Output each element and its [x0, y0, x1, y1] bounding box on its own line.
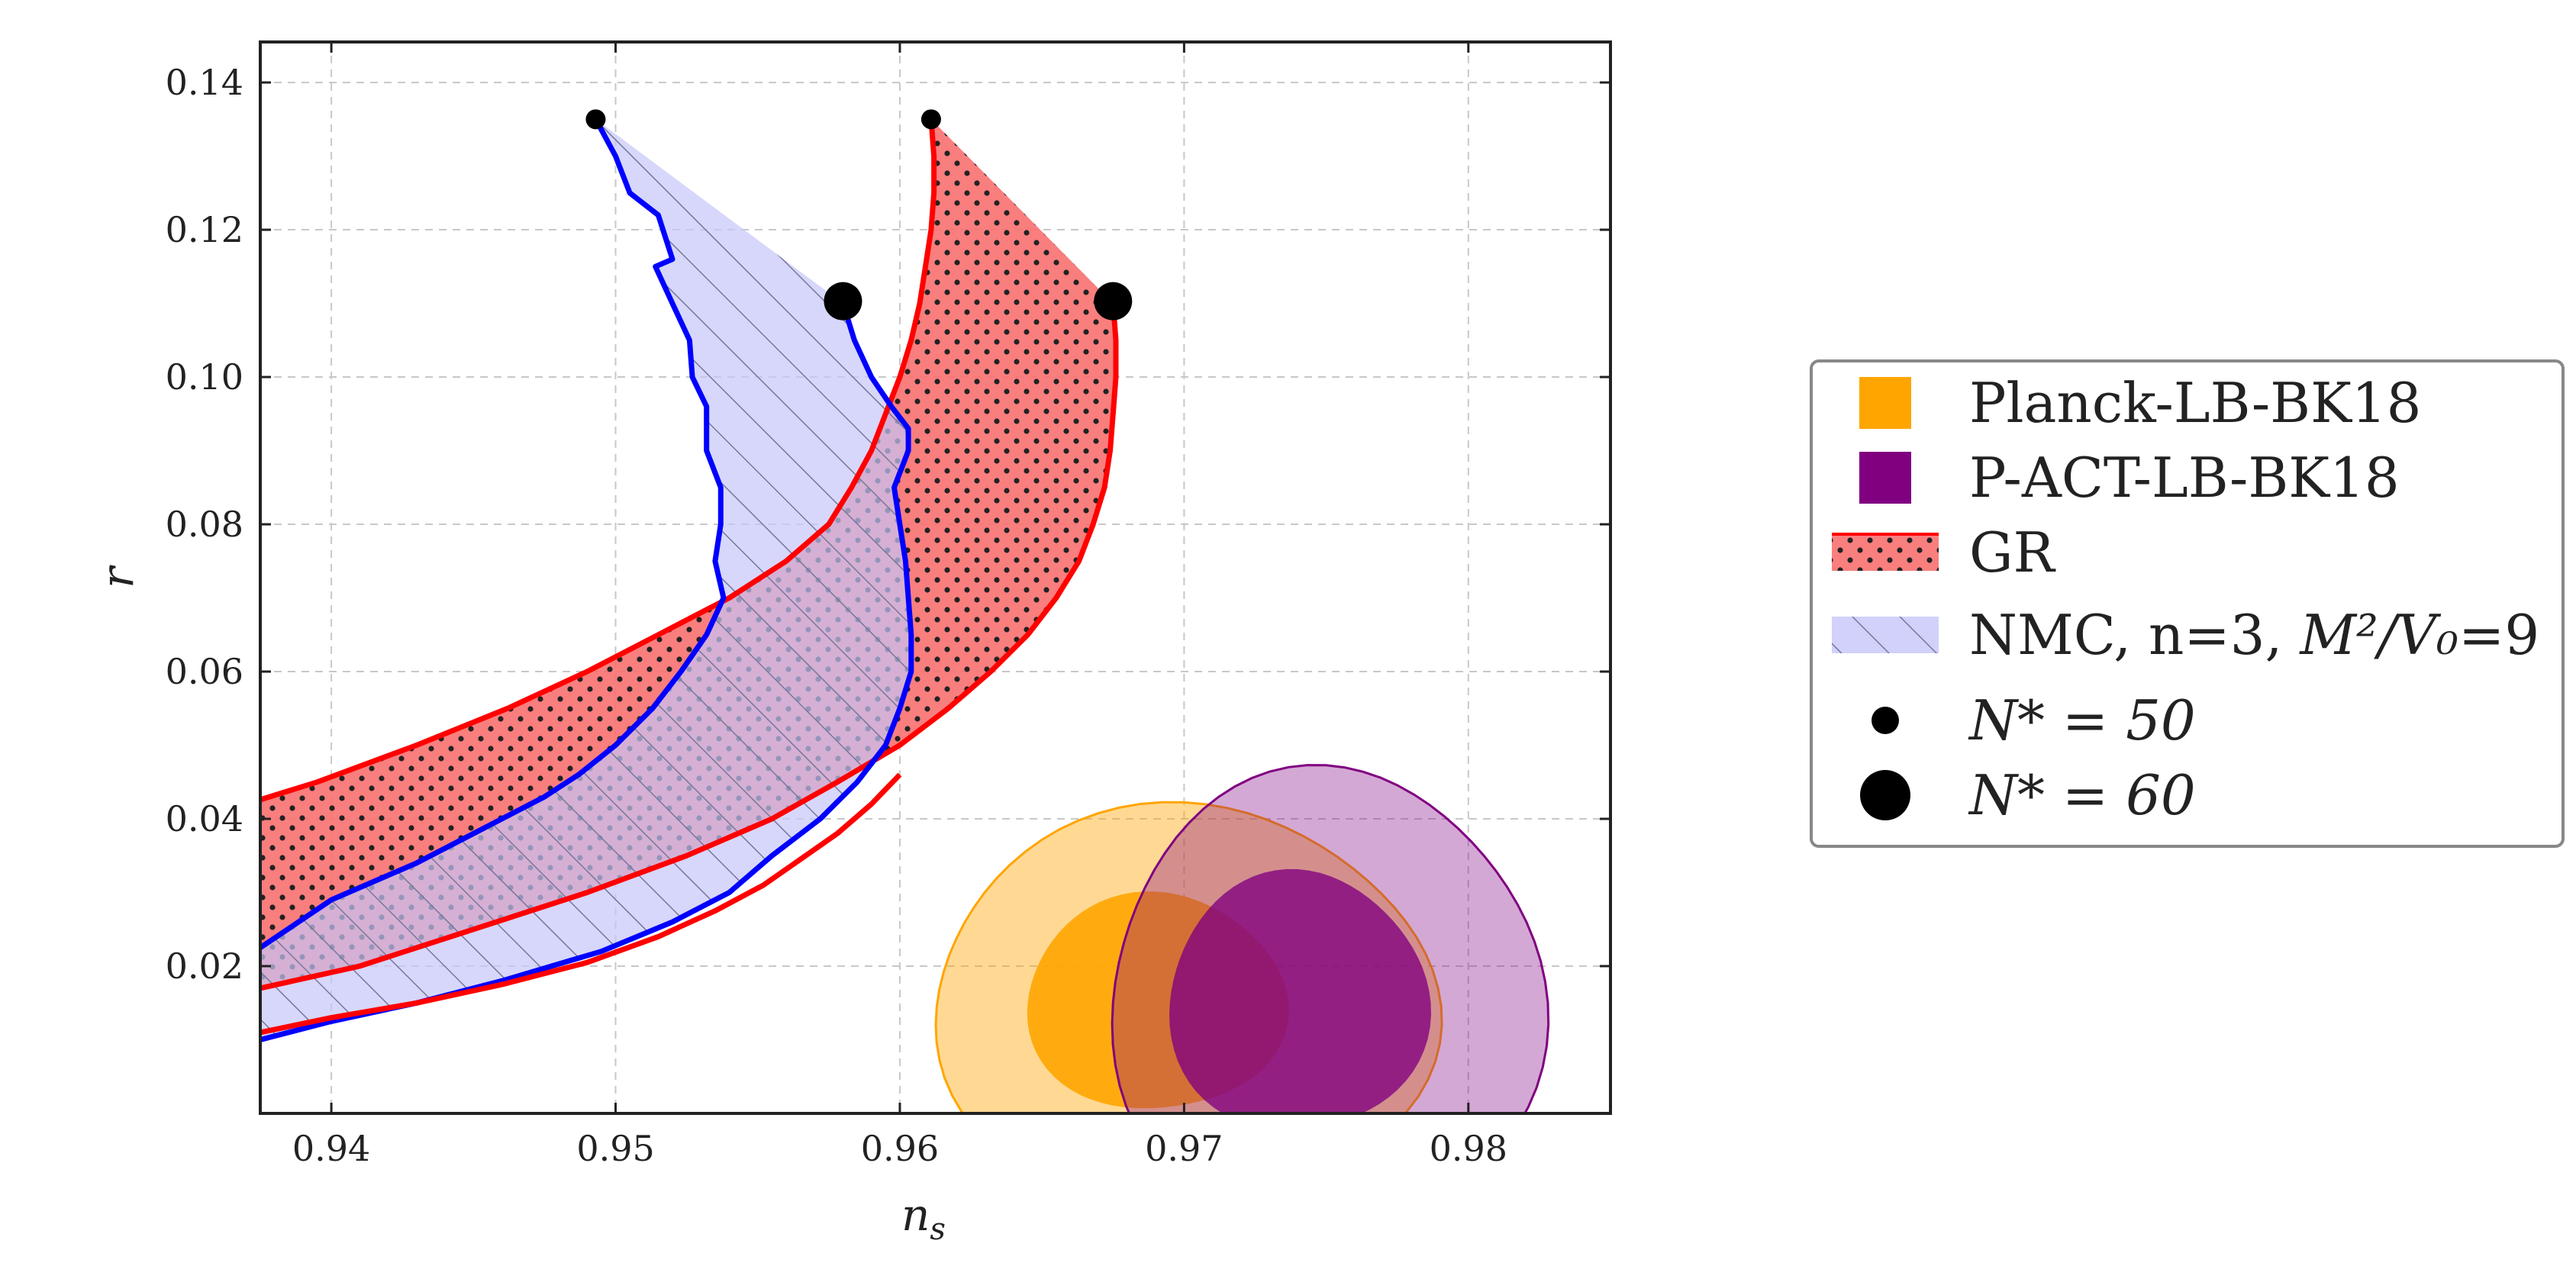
n60-point	[824, 282, 862, 321]
x-tick-label: 0.95	[576, 1128, 654, 1169]
x-axis-label: ns	[901, 1189, 946, 1247]
y-tick-label: 0.08	[166, 504, 243, 545]
y-tick-label: 0.10	[166, 356, 243, 398]
legend-swatch-pattern	[1832, 617, 1939, 653]
y-tick-label: 0.06	[166, 651, 243, 692]
legend-frame	[1810, 359, 2565, 848]
legend-entry: N* = 50	[1872, 688, 2196, 752]
n50-point	[920, 109, 941, 130]
gr-left-edge	[260, 119, 937, 803]
legend-marker	[1860, 770, 1910, 820]
x-tick-label: 0.98	[1430, 1128, 1507, 1169]
n60-point	[1094, 282, 1133, 321]
legend-marker	[1872, 707, 1899, 734]
legend-entry: Planck-LB-BK18	[1859, 371, 2422, 435]
y-tick-label: 0.12	[166, 209, 243, 250]
legend-label: NMC, n=3, M²/V₀=9	[1969, 603, 2539, 667]
plot-frame	[259, 40, 1612, 1115]
ticks: 0.94 0.95 0.96 0.97 0.98 0.02 0.04 0.06 0.08 0.10…	[166, 42, 1610, 1169]
nmc-right-edge	[260, 302, 914, 1042]
legend-entry: P-ACT-LB-BK18	[1859, 446, 2400, 510]
x-tick-label: 0.96	[861, 1128, 939, 1169]
nmc-left-edge	[260, 118, 727, 950]
legend-entry: NMC, n=3, M²/V₀=9	[1832, 603, 2539, 667]
n50-point	[585, 109, 606, 130]
markers	[585, 109, 1133, 321]
legend-label: N* = 50	[1968, 688, 2196, 752]
legend-label: N* = 60	[1968, 763, 2196, 827]
legend-label: GR	[1969, 520, 2056, 585]
y-tick-label: 0.04	[166, 798, 243, 839]
x-tick-label: 0.94	[292, 1128, 370, 1169]
legend-swatch-pattern	[1832, 534, 1939, 571]
legend-entry: GR	[1832, 520, 2056, 585]
contours	[934, 764, 1550, 1113]
gr-right-edge	[260, 303, 1119, 991]
y-tick-label: 0.02	[166, 946, 243, 987]
legend-swatch	[1859, 452, 1911, 504]
model-regions	[260, 118, 1119, 1042]
legend-entry: N* = 60	[1860, 763, 2196, 827]
gr-region-dots	[260, 119, 1116, 988]
y-axis-label: r	[92, 565, 143, 588]
nmc-region-hatch	[260, 119, 911, 1040]
legend-label: Planck-LB-BK18	[1969, 371, 2422, 435]
legend-swatch	[1859, 377, 1911, 429]
gr-lower-edge	[260, 772, 902, 1036]
pact-inner-contour	[1169, 868, 1431, 1113]
legend: Planck-LB-BK18 P-ACT-LB-BK18 GR NMC, n=3, M…	[1810, 359, 2565, 848]
y-tick-label: 0.14	[166, 62, 243, 103]
x-tick-label: 0.97	[1145, 1128, 1223, 1169]
legend-label: P-ACT-LB-BK18	[1969, 446, 2400, 510]
